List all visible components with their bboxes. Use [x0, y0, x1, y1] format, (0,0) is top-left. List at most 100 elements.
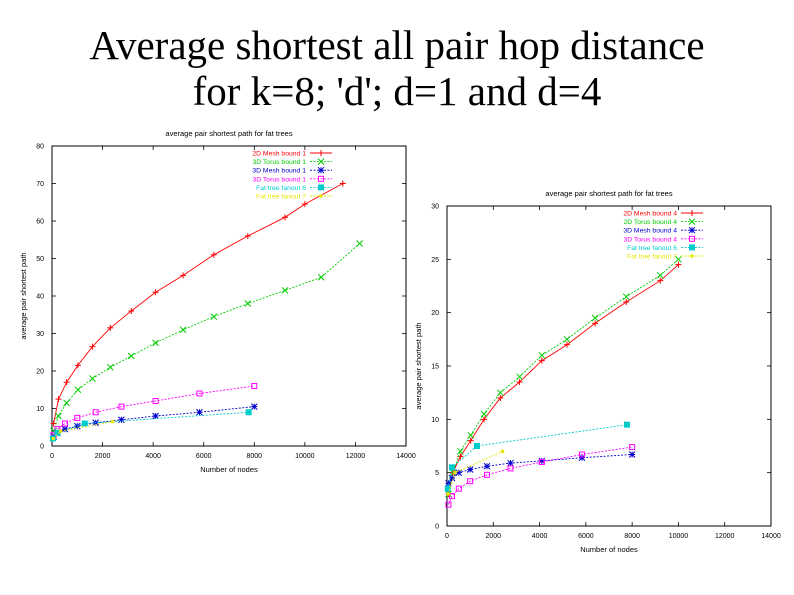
- data-point: [538, 357, 545, 364]
- data-point: [448, 493, 455, 500]
- data-point: [128, 308, 135, 314]
- slide-title-line-1: Average shortest all pair hop distance: [89, 22, 705, 68]
- legend-label: 3D Mesh bound 1: [252, 168, 306, 175]
- legend-label: Fat tree fanout 7: [256, 194, 306, 201]
- data-point: [89, 375, 96, 382]
- data-point: [456, 447, 464, 455]
- x-tick-label: 10000: [295, 453, 315, 460]
- series-4: [445, 444, 636, 508]
- data-point: [51, 436, 56, 441]
- y-tick-label: 20: [431, 310, 439, 317]
- data-point: [89, 343, 96, 350]
- plot-frame: [446, 205, 772, 527]
- chart-title: average pair shortest path for fat trees: [165, 129, 292, 138]
- data-point: [466, 466, 474, 473]
- data-point: [210, 313, 218, 320]
- y-tick-label: 30: [431, 204, 439, 211]
- legend-label: 2D Mesh bound 1: [252, 151, 306, 158]
- y-tick-label: 0: [40, 444, 44, 451]
- y-tick-label: 80: [36, 144, 44, 151]
- data-point: [63, 399, 70, 407]
- series-line: [53, 183, 344, 424]
- series-3: [50, 403, 258, 440]
- data-point: [110, 419, 115, 424]
- series-line: [447, 424, 628, 489]
- data-point: [54, 429, 61, 436]
- data-point: [455, 469, 463, 477]
- y-tick-label: 10: [36, 406, 44, 413]
- data-point: [210, 251, 217, 258]
- data-point: [563, 335, 571, 343]
- data-point: [58, 429, 63, 433]
- data-point: [152, 398, 159, 404]
- data-point: [339, 180, 346, 187]
- x-tick-label: 2000: [95, 453, 111, 460]
- data-point: [538, 351, 546, 359]
- data-point: [657, 277, 664, 284]
- legend-label: Fat tree fanout 7: [627, 254, 677, 261]
- x-axis-label: Number of nodes: [200, 465, 258, 474]
- data-point: [445, 501, 452, 508]
- data-point: [118, 403, 125, 410]
- data-point: [496, 389, 504, 397]
- data-point: [61, 420, 68, 427]
- data-point: [63, 379, 70, 386]
- legend-label: 2D Torus bound 4: [623, 219, 677, 226]
- x-axis-label: Number of nodes: [580, 545, 638, 554]
- data-point: [318, 175, 324, 182]
- data-point: [538, 457, 546, 465]
- data-point: [453, 470, 457, 475]
- x-tick-label: 6000: [196, 453, 212, 460]
- data-point: [689, 235, 695, 242]
- data-point: [317, 166, 325, 174]
- data-point: [480, 410, 488, 418]
- data-point: [55, 396, 62, 403]
- data-point: [516, 379, 523, 385]
- y-tick-label: 50: [36, 256, 44, 263]
- data-point: [61, 425, 69, 433]
- legend-label: 3D Mesh bound 4: [623, 228, 677, 235]
- data-point: [623, 299, 630, 305]
- series-3: [445, 451, 636, 487]
- data-point: [74, 362, 81, 369]
- series-1: [50, 180, 346, 427]
- data-point: [591, 314, 599, 322]
- y-tick-label: 10: [431, 417, 439, 424]
- x-tick-label: 12000: [346, 453, 366, 460]
- data-point: [81, 420, 88, 427]
- data-point: [244, 233, 251, 239]
- data-point: [282, 214, 289, 221]
- data-point: [281, 287, 289, 294]
- data-point: [481, 416, 488, 423]
- data-point: [74, 414, 81, 421]
- data-point: [675, 255, 682, 263]
- data-point: [448, 464, 455, 471]
- data-point: [152, 289, 159, 296]
- data-point: [689, 210, 695, 216]
- data-point: [127, 352, 135, 360]
- y-tick-label: 70: [36, 181, 44, 188]
- y-tick-label: 15: [431, 364, 439, 371]
- data-point: [689, 244, 695, 251]
- data-point: [74, 386, 82, 394]
- x-tick-label: 2000: [485, 533, 501, 540]
- x-tick-label: 0: [445, 533, 449, 540]
- data-point: [152, 339, 159, 347]
- data-point: [318, 184, 324, 191]
- data-point: [690, 254, 694, 258]
- data-point: [473, 443, 480, 449]
- legend-label: Fat tree fanout 6: [627, 245, 677, 252]
- data-point: [483, 462, 491, 470]
- y-axis-label: average pair shortest path: [19, 252, 28, 339]
- data-point: [623, 421, 630, 428]
- y-tick-label: 60: [36, 219, 44, 226]
- x-tick-label: 12000: [715, 533, 735, 540]
- data-point: [106, 363, 114, 371]
- data-point: [578, 454, 586, 462]
- data-point: [118, 416, 125, 424]
- data-point: [179, 326, 187, 334]
- x-tick-label: 14000: [761, 533, 781, 540]
- y-tick-label: 40: [36, 294, 44, 301]
- y-tick-label: 25: [431, 257, 439, 264]
- data-point: [516, 373, 523, 381]
